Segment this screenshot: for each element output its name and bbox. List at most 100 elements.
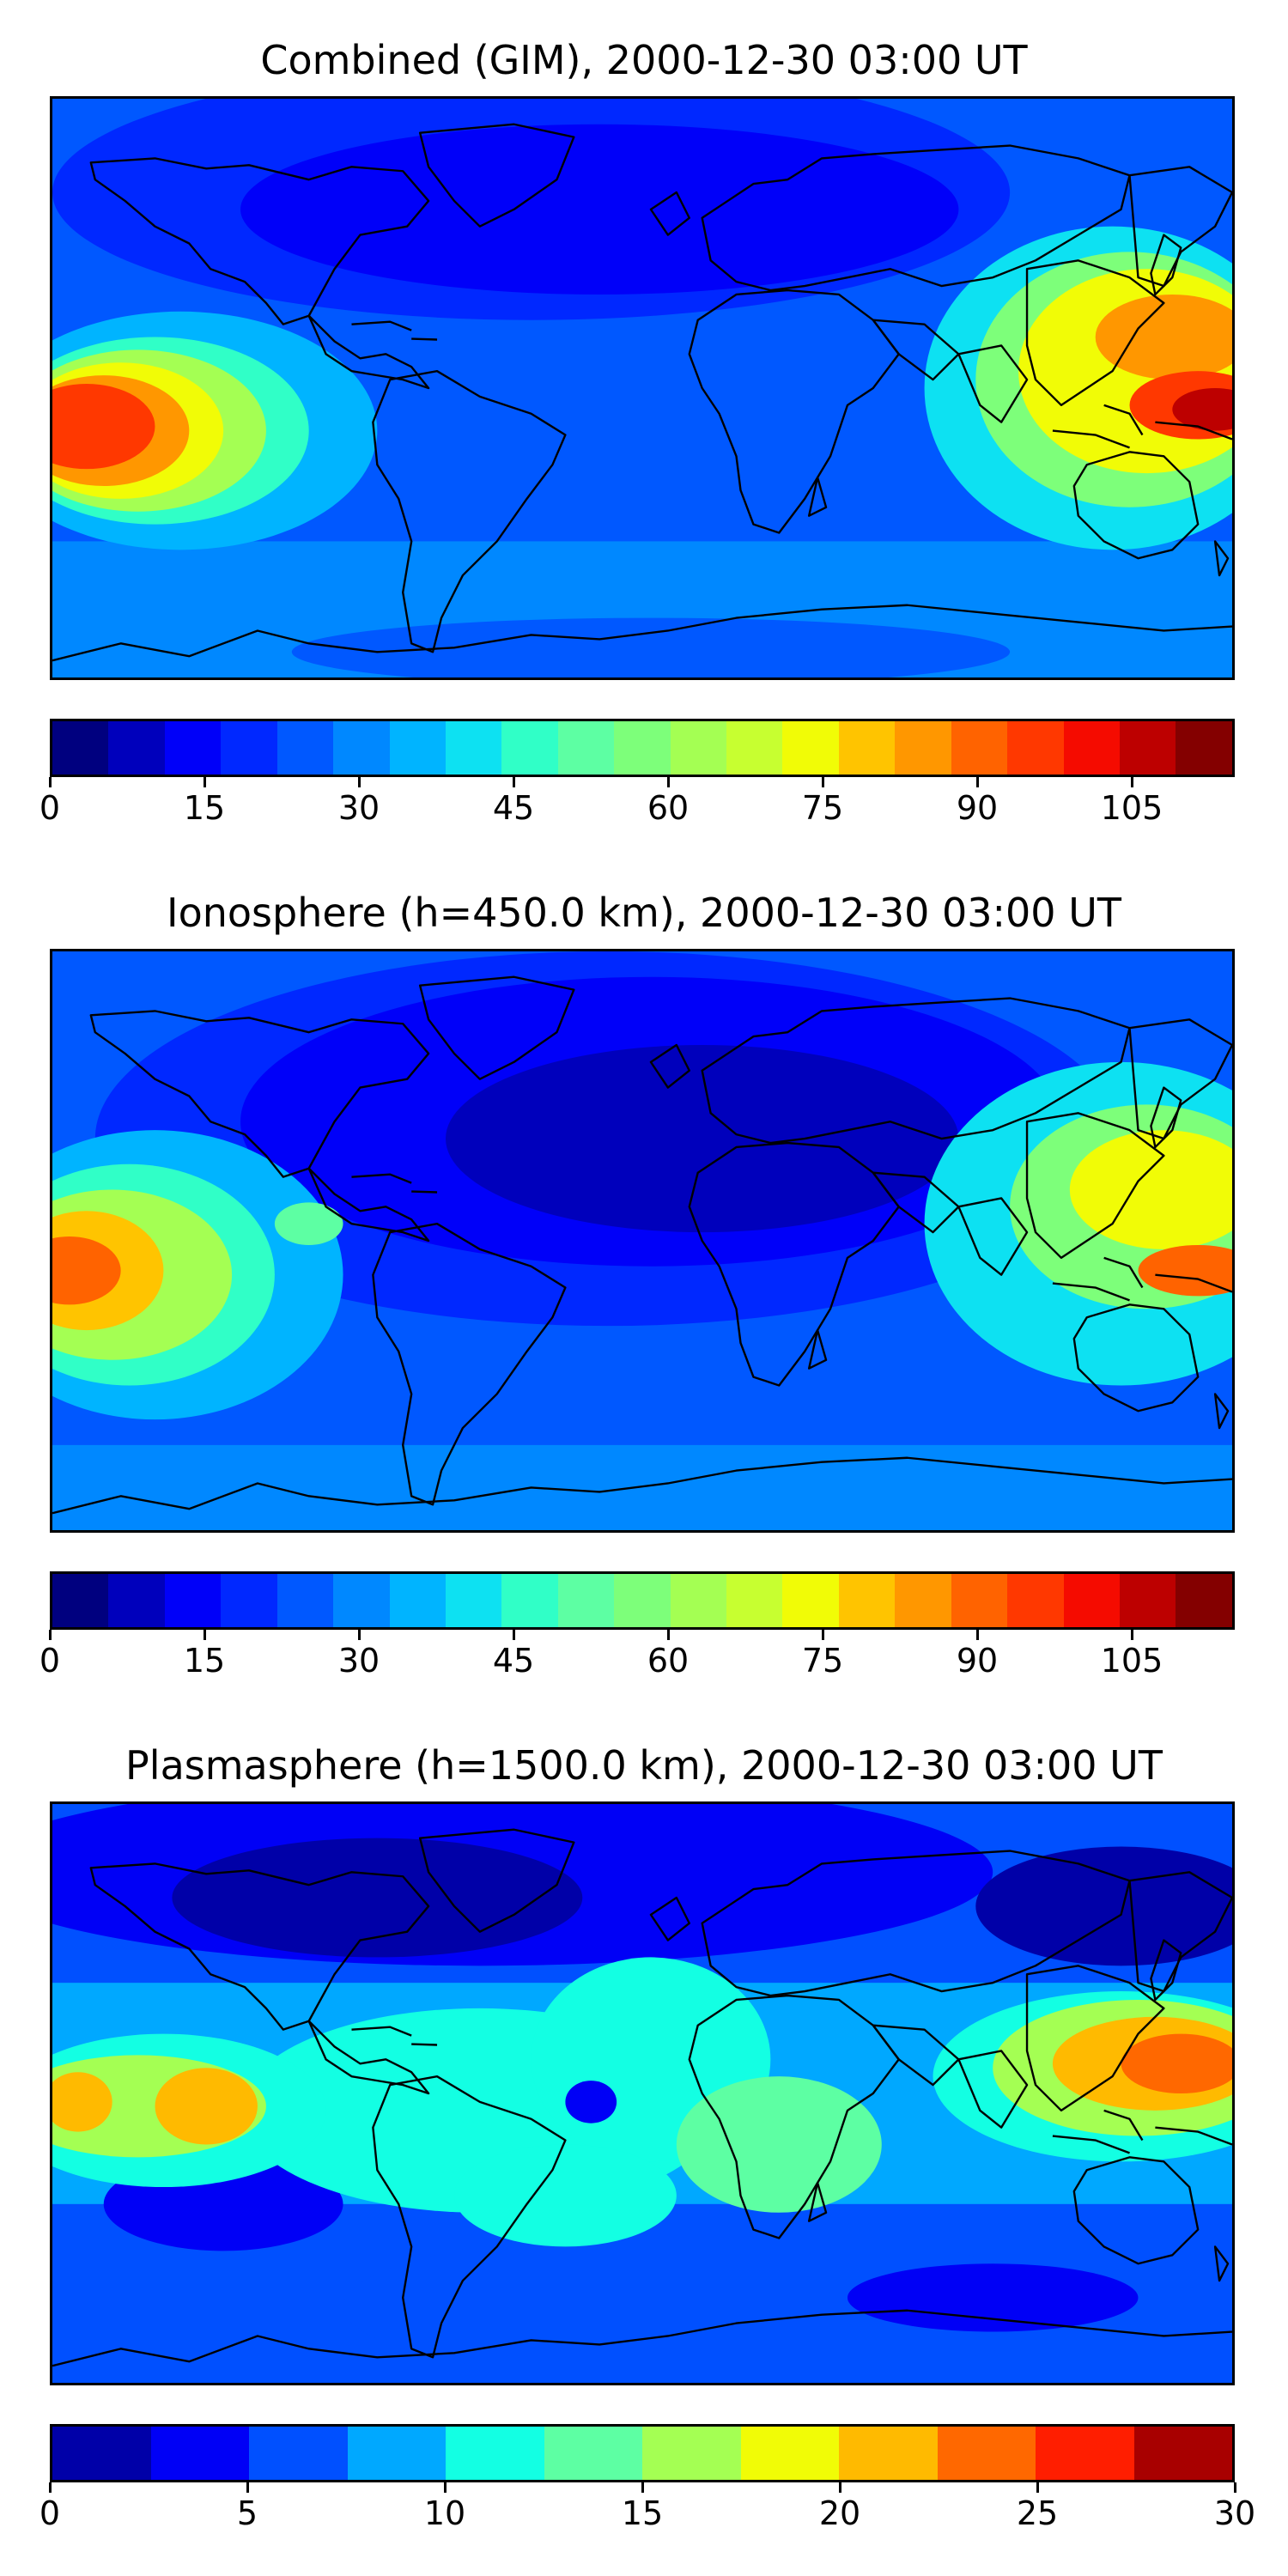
colorbar-segment <box>276 721 334 775</box>
colorbar-tick-mark <box>666 1630 670 1640</box>
colorbar-segment <box>838 1574 896 1627</box>
colorbar-segment <box>446 2427 544 2480</box>
colorbar-tick-mark <box>1233 2482 1236 2493</box>
colorbar-tick-label: 60 <box>647 1642 690 1680</box>
colorbar-tick-label: 90 <box>956 789 999 827</box>
colorbar-tick-mark <box>246 2482 249 2493</box>
colorbar-segment <box>501 721 558 775</box>
colorbar-segment <box>221 1574 277 1627</box>
colorbar-segment <box>333 1574 390 1627</box>
colorbar-tick-label: 15 <box>183 789 226 827</box>
colorbar-segment <box>347 2427 446 2480</box>
colorbar-ticks-combined: 0 15 30 45 60 75 90 105 <box>39 777 1235 829</box>
colorbar-segment <box>52 2427 151 2480</box>
colorbar-segment <box>544 2427 642 2480</box>
colorbar-tick-mark <box>975 777 979 787</box>
colorbar-tick-label: 15 <box>621 2494 664 2532</box>
colorbar-tick-mark <box>512 1630 515 1640</box>
colorbar-segment <box>1176 721 1232 775</box>
colorbar-ticks-ionosphere: 0 15 30 45 60 75 90 105 <box>39 1630 1235 1681</box>
colorbar-segment <box>670 721 727 775</box>
colorbar-plasmasphere <box>50 2424 1235 2482</box>
colorbar-tick-label: 75 <box>801 1642 844 1680</box>
colorbar-tick-label: 45 <box>492 789 535 827</box>
colorbar-tick-mark <box>48 1630 52 1640</box>
colorbar-segment <box>838 721 896 775</box>
colorbar-segment <box>642 2427 741 2480</box>
colorbar-segment <box>614 1574 671 1627</box>
colorbar-tick-mark <box>1036 2482 1039 2493</box>
colorbar-segment <box>937 2427 1036 2480</box>
colorbar-tick-mark <box>48 2482 52 2493</box>
colorbar-segment <box>108 721 165 775</box>
colorbar-tick-label: 45 <box>492 1642 535 1680</box>
colorbar-tick-label: 30 <box>1213 2494 1256 2532</box>
colorbar-segment <box>951 1574 1008 1627</box>
colorbar-segment <box>1133 2427 1232 2480</box>
map-field <box>52 99 1232 677</box>
colorbar-tick-label: 5 <box>236 2494 258 2532</box>
colorbar-segment <box>1063 721 1121 775</box>
colorbar-tick-mark <box>357 1630 361 1640</box>
colorbar-tick-mark <box>838 2482 841 2493</box>
colorbar-tick-mark <box>641 2482 644 2493</box>
colorbar-tick-label: 30 <box>337 1642 380 1680</box>
colorbar-tick-label: 15 <box>183 1642 226 1680</box>
colorbar-segment <box>726 721 783 775</box>
colorbar-segment <box>164 721 222 775</box>
colorbar-segment <box>221 721 277 775</box>
colorbar-segment <box>951 721 1008 775</box>
colorbar-segment <box>501 1574 558 1627</box>
colorbar-tick-mark <box>443 2482 447 2493</box>
colorbar-tick-label: 60 <box>647 789 690 827</box>
colorbar-tick-mark <box>666 777 670 787</box>
map-combined <box>50 96 1235 680</box>
colorbar-segment <box>1036 2427 1134 2480</box>
map-ionosphere <box>50 949 1235 1533</box>
colorbar-tick-label: 20 <box>818 2494 861 2532</box>
colorbar-segment <box>557 1574 615 1627</box>
colorbar-tick-mark <box>821 777 824 787</box>
colorbar-segment <box>895 1574 951 1627</box>
colorbar-tick-mark <box>357 777 361 787</box>
colorbar-segment <box>782 721 839 775</box>
colorbar-segment <box>52 721 109 775</box>
colorbar-segment <box>108 1574 165 1627</box>
colorbar-segment <box>389 1574 446 1627</box>
colorbar-segment <box>389 721 446 775</box>
colorbar-tick-label: 10 <box>423 2494 466 2532</box>
colorbar-tick-label: 105 <box>1100 1642 1163 1680</box>
colorbar-tick-label: 0 <box>39 1642 61 1680</box>
colorbar-combined <box>50 719 1235 777</box>
colorbar-segment <box>333 721 390 775</box>
colorbar-tick-mark <box>48 777 52 787</box>
colorbar-tick-label: 25 <box>1016 2494 1059 2532</box>
colorbar-segment <box>839 2427 938 2480</box>
colorbar-segment <box>1007 721 1064 775</box>
colorbar-tick-label: 0 <box>39 789 61 827</box>
colorbar-tick-label: 75 <box>801 789 844 827</box>
colorbar-segment <box>445 721 502 775</box>
colorbar-segment <box>445 1574 502 1627</box>
colorbar-segment <box>670 1574 727 1627</box>
colorbar-tick-mark <box>821 1630 824 1640</box>
colorbar-tick-label: 30 <box>337 789 380 827</box>
map-plasmasphere <box>50 1801 1235 2385</box>
colorbar-segment <box>1120 721 1176 775</box>
colorbar-tick-label: 105 <box>1100 789 1163 827</box>
colorbar-tick-mark <box>203 1630 206 1640</box>
map-field <box>52 1804 1232 2383</box>
colorbar-segment <box>1120 1574 1176 1627</box>
colorbar-segment <box>895 721 951 775</box>
panel-title: Plasmasphere (h=1500.0 km), 2000-12-30 0… <box>125 1742 1163 1789</box>
colorbar-segment <box>1176 1574 1232 1627</box>
colorbar-segment <box>52 1574 109 1627</box>
colorbar-segment <box>1007 1574 1064 1627</box>
colorbar-segment <box>1063 1574 1121 1627</box>
colorbar-segment <box>164 1574 222 1627</box>
map-field <box>52 951 1232 1530</box>
panel-title: Ionosphere (h=450.0 km), 2000-12-30 03:0… <box>167 890 1121 936</box>
colorbar-segment <box>150 2427 249 2480</box>
colorbar-tick-mark <box>1130 1630 1133 1640</box>
colorbar-tick-mark <box>512 777 515 787</box>
